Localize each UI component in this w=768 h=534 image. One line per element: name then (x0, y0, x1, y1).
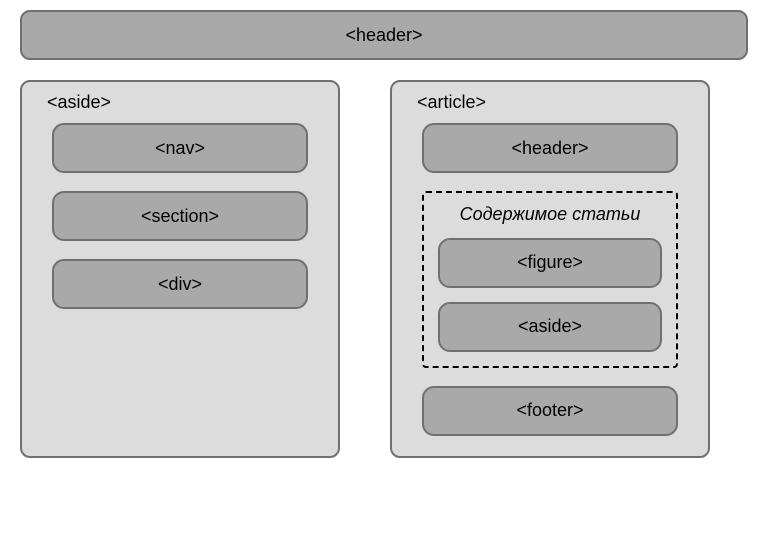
article-footer-block: <footer> (422, 386, 678, 436)
article-content-label: Содержимое статьи (438, 203, 662, 226)
figure-block: <figure> (438, 238, 662, 288)
article-items: <header> Содержимое статьи <figure> <asi… (412, 123, 688, 436)
article-content-box: Содержимое статьи <figure> <aside> (422, 191, 678, 368)
article-label: <article> (412, 92, 688, 113)
article-container: <article> <header> Содержимое статьи <fi… (390, 80, 710, 458)
aside-container: <aside> <nav> <section> <div> (20, 80, 340, 458)
aside-items: <nav> <section> <div> (42, 123, 318, 309)
aside-label: <aside> (42, 92, 318, 113)
columns-wrapper: <aside> <nav> <section> <div> <article> … (20, 80, 748, 458)
aside-inner-block: <aside> (438, 302, 662, 352)
div-block: <div> (52, 259, 308, 309)
nav-block: <nav> (52, 123, 308, 173)
section-block: <section> (52, 191, 308, 241)
article-header-block: <header> (422, 123, 678, 173)
header-block: <header> (20, 10, 748, 60)
